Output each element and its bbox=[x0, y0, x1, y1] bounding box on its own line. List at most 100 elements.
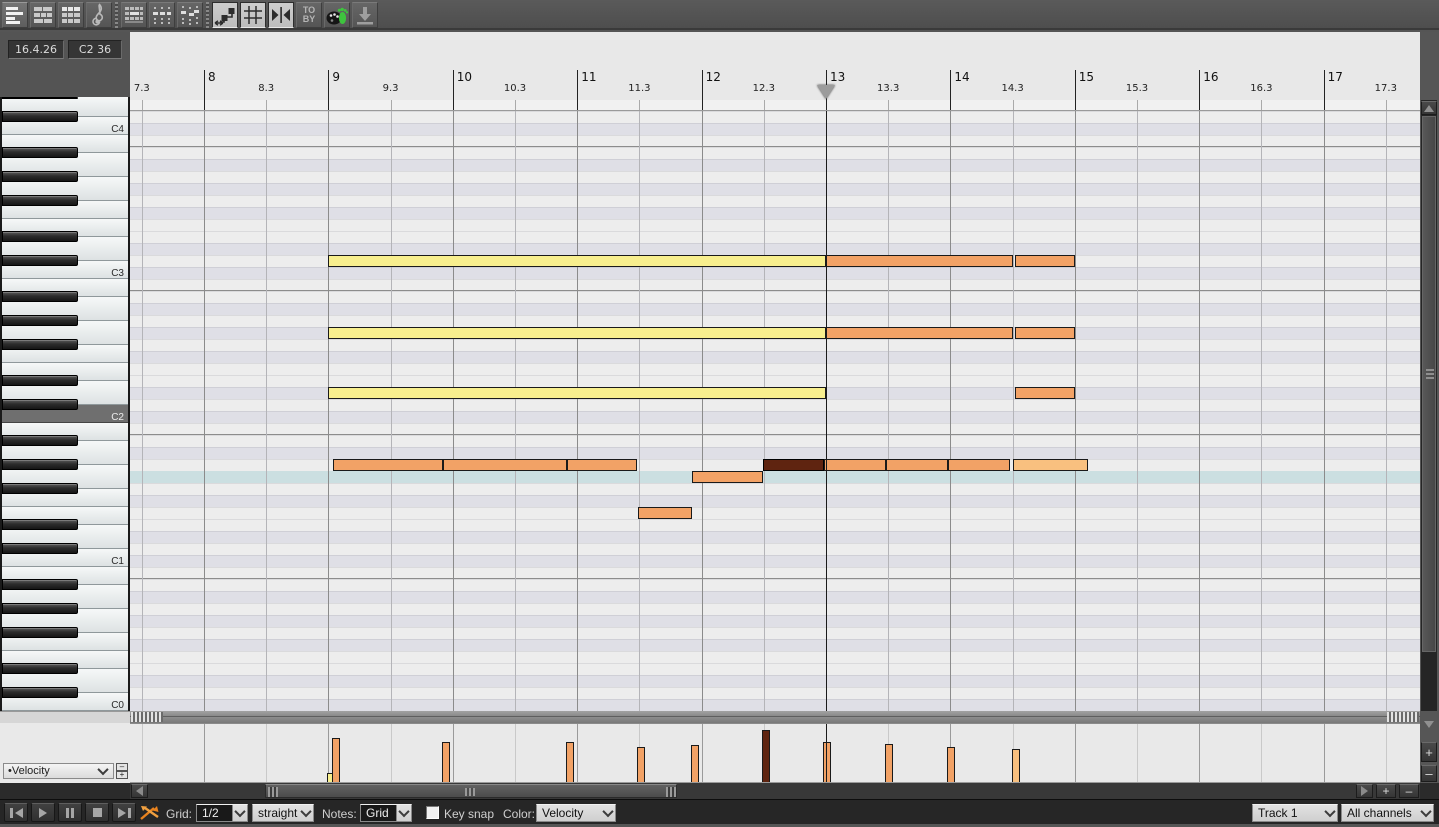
velocity-bar[interactable] bbox=[761, 730, 770, 783]
grid-size-value[interactable]: 1/2 bbox=[197, 805, 233, 821]
divider-grip-right[interactable] bbox=[1387, 712, 1419, 722]
move-cc-with-events-icon[interactable] bbox=[212, 2, 238, 28]
piano-key-Cs2[interactable] bbox=[2, 399, 78, 410]
midi-note[interactable] bbox=[1015, 327, 1075, 339]
piano-key-Ds3[interactable] bbox=[2, 231, 78, 242]
hscroll-right-button[interactable] bbox=[1356, 784, 1373, 798]
midi-note[interactable] bbox=[328, 327, 826, 339]
piano-key-Cs0[interactable] bbox=[2, 687, 78, 698]
velocity-bar[interactable] bbox=[822, 742, 831, 783]
midi-note[interactable] bbox=[885, 459, 948, 471]
midi-note[interactable] bbox=[328, 387, 826, 399]
velocity-bar[interactable] bbox=[637, 747, 646, 783]
midi-note[interactable] bbox=[328, 255, 826, 267]
event-list-view-icon[interactable] bbox=[58, 2, 84, 28]
go-to-end-button[interactable] bbox=[112, 803, 136, 822]
hscroll-left-button[interactable] bbox=[131, 784, 148, 798]
divider-bar-top[interactable] bbox=[130, 711, 1420, 717]
midi-note[interactable] bbox=[823, 459, 886, 471]
midi-note[interactable] bbox=[1012, 459, 1089, 471]
toby-icon[interactable]: TO BY bbox=[296, 2, 322, 28]
midi-note[interactable] bbox=[826, 255, 1013, 267]
piano-key-As0[interactable] bbox=[2, 579, 78, 590]
piano-roll-grid[interactable] bbox=[130, 111, 1420, 711]
hzoom-out-button[interactable]: – bbox=[1399, 784, 1419, 798]
cc-lane-grow-button[interactable]: + bbox=[116, 771, 128, 779]
velocity-bar[interactable] bbox=[690, 745, 699, 783]
vzoom-out-button[interactable]: – bbox=[1421, 765, 1437, 782]
cc-lane-divider[interactable] bbox=[0, 711, 1420, 723]
go-to-start-button[interactable] bbox=[4, 803, 28, 822]
vscroll-thumb[interactable] bbox=[1422, 116, 1436, 652]
color-mode-combo[interactable]: Velocity bbox=[536, 804, 616, 822]
humanize-icon[interactable] bbox=[177, 2, 203, 28]
hzoom-in-button[interactable]: + bbox=[1376, 784, 1396, 798]
velocity-bar[interactable] bbox=[566, 742, 575, 783]
piano-roll-view-icon[interactable] bbox=[2, 2, 28, 28]
play-button[interactable] bbox=[31, 803, 55, 822]
piano-key-Cs4[interactable] bbox=[2, 111, 78, 122]
piano-key-Fs3[interactable] bbox=[2, 195, 78, 206]
cc-lane-selector[interactable]: •Velocity bbox=[3, 763, 114, 779]
stop-button[interactable] bbox=[85, 803, 109, 822]
midi-note[interactable] bbox=[567, 459, 637, 471]
swing-combo[interactable]: straight bbox=[252, 804, 314, 822]
piano-key-Fs0[interactable] bbox=[2, 627, 78, 638]
vzoom-in-button[interactable]: + bbox=[1421, 742, 1437, 762]
velocity-bar[interactable] bbox=[1011, 749, 1020, 783]
timeline-ruler[interactable]: 8 9 10 11 12 13 14 15 16 17 7.3 8.3 9.3 10.3 11.3 12.3 1… bbox=[130, 32, 1420, 111]
follow-playback-icon[interactable] bbox=[139, 804, 160, 822]
piano-key-As1[interactable] bbox=[2, 435, 78, 446]
track-combo[interactable]: Track 1 bbox=[1252, 804, 1338, 822]
vertical-scrollbar[interactable]: + – bbox=[1420, 32, 1439, 783]
input-quantize-icon[interactable] bbox=[149, 2, 175, 28]
note-length-combo[interactable]: Grid bbox=[360, 804, 412, 822]
key-snap-checkbox[interactable] bbox=[426, 806, 439, 819]
midi-note[interactable] bbox=[638, 507, 692, 519]
piano-key-Gs3[interactable] bbox=[2, 171, 78, 182]
piano-key-Ds2[interactable] bbox=[2, 375, 78, 386]
mirror-edits-icon[interactable] bbox=[268, 2, 294, 28]
piano-key-Gs0[interactable] bbox=[2, 603, 78, 614]
velocity-bar[interactable] bbox=[332, 738, 341, 783]
note-length-value[interactable]: Grid bbox=[361, 805, 397, 821]
piano-key-Fs1[interactable] bbox=[2, 483, 78, 494]
midi-note[interactable] bbox=[947, 459, 1011, 471]
piano-keyboard[interactable]: C4 C3 C2 C1 C0 bbox=[0, 97, 130, 711]
quantize-icon[interactable] bbox=[121, 2, 147, 28]
divider-bar-bottom[interactable] bbox=[130, 717, 1420, 723]
piano-key-Gs2[interactable] bbox=[2, 315, 78, 326]
channel-filter-combo[interactable]: All channels bbox=[1341, 804, 1434, 822]
piano-key-Fs2[interactable] bbox=[2, 339, 78, 350]
midi-note[interactable] bbox=[1015, 387, 1075, 399]
grid-size-combo[interactable]: 1/2 bbox=[196, 804, 248, 822]
theme-foot-icon[interactable] bbox=[324, 2, 350, 28]
pause-button[interactable] bbox=[58, 803, 82, 822]
midi-note[interactable] bbox=[826, 327, 1013, 339]
midi-note[interactable] bbox=[691, 471, 763, 483]
midi-note[interactable] bbox=[442, 459, 568, 471]
named-notes-view-icon[interactable] bbox=[30, 2, 56, 28]
velocity-bar[interactable] bbox=[441, 742, 450, 783]
piano-key-Ds4[interactable] bbox=[2, 97, 78, 99]
midi-note[interactable] bbox=[1015, 255, 1075, 267]
velocity-lane[interactable] bbox=[130, 723, 1420, 783]
piano-key-As2[interactable] bbox=[2, 291, 78, 302]
snap-to-grid-icon[interactable] bbox=[240, 2, 266, 28]
hscroll-thumb[interactable] bbox=[265, 784, 677, 798]
midi-note-selected[interactable] bbox=[762, 459, 824, 471]
edit-cursor-marker[interactable] bbox=[817, 85, 835, 99]
piano-key-Ds0[interactable] bbox=[2, 663, 78, 674]
velocity-bar[interactable] bbox=[946, 747, 955, 783]
horizontal-scrollbar[interactable]: + – bbox=[0, 783, 1439, 799]
cc-lane-shrink-button[interactable]: – bbox=[116, 763, 128, 771]
vscroll-up-button[interactable] bbox=[1421, 101, 1437, 115]
velocity-bar[interactable] bbox=[884, 744, 893, 783]
piano-key-Cs3[interactable] bbox=[2, 255, 78, 266]
divider-grip-left[interactable] bbox=[131, 712, 163, 722]
dock-window-icon[interactable] bbox=[352, 2, 378, 28]
piano-key-Gs1[interactable] bbox=[2, 459, 78, 470]
piano-key-Cs1[interactable] bbox=[2, 543, 78, 554]
midi-note[interactable] bbox=[333, 459, 443, 471]
piano-key-Ds1[interactable] bbox=[2, 519, 78, 530]
